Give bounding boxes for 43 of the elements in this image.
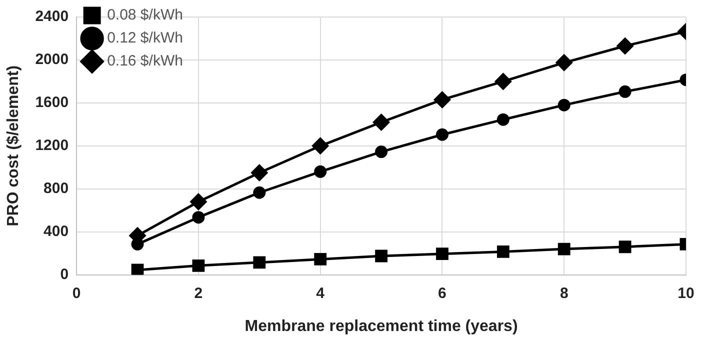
point [314, 165, 327, 178]
point [494, 73, 512, 90]
point [312, 138, 329, 154]
point [556, 54, 572, 71]
point [375, 146, 388, 158]
x-tick-label: 6 [438, 284, 446, 302]
x-tick-label: 2 [194, 284, 203, 302]
point [253, 256, 266, 269]
point [616, 38, 634, 54]
y-axis-title: PRO cost ($/element) [5, 65, 22, 226]
x-tick-label: 4 [316, 284, 326, 302]
point [558, 242, 570, 256]
point [558, 98, 570, 112]
point [434, 91, 450, 108]
point [251, 164, 268, 182]
point [190, 194, 207, 210]
point [192, 259, 205, 272]
point [192, 211, 205, 224]
point [496, 113, 510, 126]
y-tick-label: 800 [44, 180, 69, 198]
point [375, 250, 388, 262]
x-tick-label: 10 [678, 284, 694, 302]
y-tick-label: 1600 [35, 94, 69, 112]
legend-label: 0.12 $/kWh [107, 30, 183, 47]
y-tick-label: 2400 [35, 8, 69, 26]
point [373, 114, 390, 131]
x-tick-label: 8 [560, 284, 568, 302]
point [496, 246, 510, 258]
point [253, 186, 266, 199]
point [436, 128, 448, 141]
point [131, 264, 144, 275]
point [618, 240, 632, 254]
legend-label: 0.16 $/kWh [107, 52, 183, 70]
point [314, 253, 327, 266]
legend-label: 0.08 $/kWh [107, 6, 183, 24]
x-tick-label: 0 [72, 284, 81, 302]
x-axis-title: Membrane replacement time (years) [244, 318, 518, 335]
y-tick-label: 400 [44, 222, 69, 240]
y-tick-label: 1200 [35, 137, 69, 154]
point [436, 248, 448, 260]
point [618, 85, 632, 98]
y-tick-label: 2000 [35, 51, 69, 68]
y-tick-label: 0 [60, 266, 69, 283]
